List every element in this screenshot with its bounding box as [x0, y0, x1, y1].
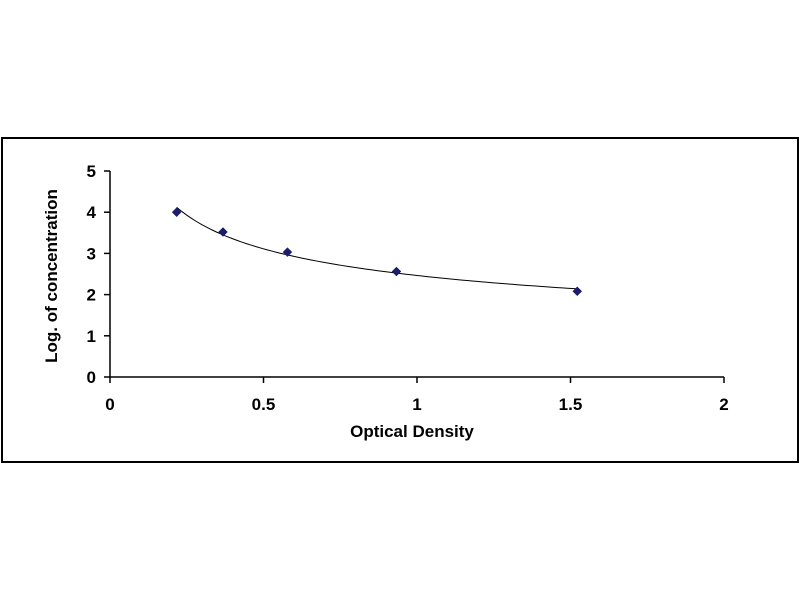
y-tick-label: 0 — [87, 368, 96, 387]
data-point — [171, 207, 182, 218]
y-tick-label: 2 — [87, 286, 96, 305]
x-tick-label: 1.5 — [559, 395, 583, 414]
x-axis-title: Optical Density — [350, 422, 474, 441]
y-tick-label: 1 — [87, 327, 96, 346]
data-point — [391, 266, 402, 277]
data-point — [282, 247, 293, 258]
trend-curve — [176, 206, 578, 290]
x-tick-label: 1 — [412, 395, 421, 414]
chart-plot: 0 1 2 3 4 5 0 0.5 1 1.5 2 Optical Density Log. of … — [42, 162, 729, 441]
y-tick-label: 4 — [87, 203, 97, 222]
x-tick-label: 2 — [719, 395, 728, 414]
x-tick-label: 0.5 — [252, 395, 276, 414]
x-tick-label: 0 — [105, 395, 114, 414]
chart-frame: 0 1 2 3 4 5 0 0.5 1 1.5 2 Optical Density Log. of … — [1, 137, 799, 463]
y-tick-label: 5 — [87, 162, 96, 181]
y-tick-label: 3 — [87, 244, 96, 263]
data-point — [572, 286, 583, 297]
data-point — [218, 227, 228, 237]
y-axis-title: Log. of concentration — [42, 189, 61, 363]
